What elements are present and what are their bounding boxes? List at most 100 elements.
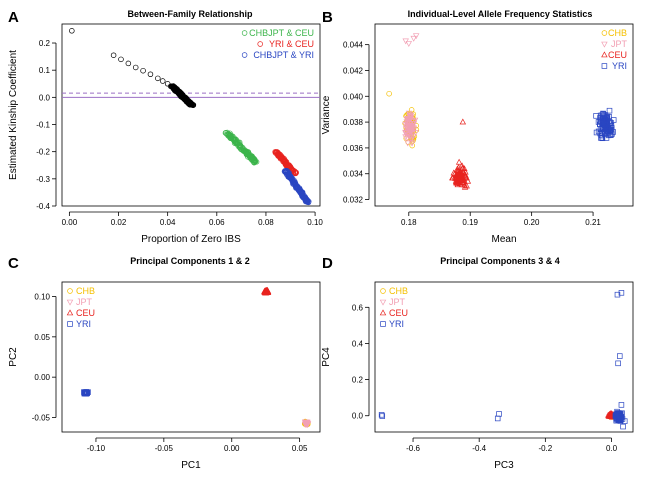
y-tick-label: 0.10 bbox=[34, 293, 50, 302]
panel-letter: C bbox=[8, 255, 19, 272]
point-yri bbox=[621, 418, 628, 424]
point-chbjpt-yri bbox=[299, 191, 305, 198]
x-tick-label: 0.05 bbox=[292, 444, 308, 453]
x-tick-label: 0.19 bbox=[462, 218, 478, 227]
point-jpt bbox=[412, 33, 420, 40]
x-tick-label: 0.0 bbox=[606, 444, 618, 453]
legend-marker bbox=[601, 30, 608, 36]
point-ceu bbox=[455, 170, 462, 177]
point-chbjpt-yri bbox=[289, 177, 295, 184]
point-chbjpt-ceu bbox=[239, 145, 246, 152]
y-axis-label: Variance bbox=[321, 95, 332, 134]
point-jpt bbox=[303, 421, 311, 428]
y-tick-label: 0.038 bbox=[343, 118, 364, 127]
point-yri bbox=[617, 353, 623, 359]
y-tick-label: 0.040 bbox=[343, 92, 364, 101]
legend-marker bbox=[601, 41, 608, 48]
point-chbjpt-ceu bbox=[222, 130, 229, 136]
point-yri bbox=[378, 412, 385, 418]
point-jpt bbox=[301, 422, 309, 428]
x-tick-label: -0.10 bbox=[87, 444, 106, 453]
point-ceu bbox=[458, 181, 465, 188]
point-chbjpt-ceu bbox=[249, 153, 255, 160]
y-tick-label: -0.1 bbox=[36, 121, 50, 130]
point-yri bbox=[599, 124, 605, 130]
point-ceu bbox=[458, 176, 465, 183]
point-chbjpt-yri bbox=[291, 179, 297, 185]
y-tick-label: -0.05 bbox=[32, 413, 51, 422]
plot-frame bbox=[374, 281, 634, 433]
legend-marker bbox=[257, 41, 263, 47]
y-tick-label: 0.032 bbox=[343, 196, 364, 205]
legend-label: JPT bbox=[389, 297, 406, 307]
point-ceu bbox=[459, 118, 467, 125]
y-axis-label: PC2 bbox=[8, 347, 19, 367]
point-yri bbox=[595, 128, 602, 135]
y-tick-label: 0.0 bbox=[39, 93, 51, 102]
panel-c: C Principal Components 1 & 2 -0.10 -0.05 0.0… bbox=[8, 255, 321, 471]
legend-marker bbox=[379, 309, 387, 316]
point-jpt bbox=[406, 128, 414, 135]
point-chbjpt-ceu bbox=[243, 151, 250, 158]
point-chbjpt-yri bbox=[285, 170, 292, 176]
panel-title: Individual-Level Allele Frequency Statis… bbox=[408, 9, 593, 19]
legend-marker bbox=[66, 309, 74, 316]
legend-label: CEU bbox=[389, 308, 408, 318]
x-tick-label: 0.18 bbox=[401, 218, 417, 227]
point-series bbox=[69, 28, 75, 34]
point-yri bbox=[618, 290, 625, 296]
point-series bbox=[147, 71, 154, 78]
point-series bbox=[184, 97, 190, 104]
x-tick-label: -0.05 bbox=[155, 444, 174, 453]
point-series bbox=[140, 67, 146, 74]
y-axis-label: PC4 bbox=[321, 347, 332, 367]
legend-marker bbox=[241, 52, 248, 58]
x-tick-label: -0.4 bbox=[472, 444, 486, 453]
point-series bbox=[159, 78, 166, 84]
point-series bbox=[125, 60, 132, 67]
legend-label: CHB bbox=[76, 286, 95, 296]
legend-marker bbox=[379, 299, 387, 306]
legend-marker bbox=[67, 321, 73, 327]
point-yri bbox=[607, 119, 613, 126]
data-points bbox=[81, 286, 312, 429]
legend-label: CHBJPT & CEU bbox=[249, 28, 314, 38]
y-tick-label: 0.0 bbox=[352, 412, 364, 421]
point-yri bbox=[603, 116, 610, 122]
legend-marker bbox=[66, 299, 74, 306]
x-tick-label: 0.06 bbox=[209, 218, 225, 227]
x-tick-label: 0.00 bbox=[224, 444, 240, 453]
panel-title: Between-Family Relationship bbox=[127, 9, 253, 19]
point-ceu bbox=[462, 171, 469, 178]
panel-a: A Between-Family Relationship 0.00 0.02 0.04… bbox=[8, 9, 323, 245]
point-ceu bbox=[461, 171, 468, 177]
point-chb bbox=[386, 90, 392, 97]
point-ceu bbox=[455, 158, 463, 165]
legend-label: YRI bbox=[612, 61, 627, 71]
point-yri-ceu bbox=[275, 150, 281, 157]
x-axis-label: Proportion of Zero IBS bbox=[141, 234, 241, 245]
point-jpt bbox=[405, 41, 413, 47]
point-yri bbox=[618, 402, 625, 408]
point-series bbox=[164, 81, 171, 87]
legend-marker bbox=[601, 51, 608, 58]
point-series bbox=[155, 75, 161, 82]
y-tick-label: 0.05 bbox=[34, 333, 50, 342]
point-yri bbox=[608, 126, 615, 133]
point-chbjpt-ceu bbox=[232, 137, 239, 143]
point-chbjpt-ceu bbox=[228, 134, 235, 140]
data-points bbox=[378, 290, 628, 430]
point-yri bbox=[593, 129, 600, 136]
x-tick-label: 0.04 bbox=[160, 218, 176, 227]
point-chbjpt-ceu bbox=[232, 139, 239, 145]
point-yri bbox=[599, 120, 605, 127]
point-jpt bbox=[410, 119, 417, 125]
point-jpt bbox=[410, 35, 417, 42]
point-ceu bbox=[460, 169, 467, 176]
point-series bbox=[118, 56, 124, 63]
point-yri bbox=[601, 131, 608, 137]
point-yri bbox=[614, 291, 621, 298]
